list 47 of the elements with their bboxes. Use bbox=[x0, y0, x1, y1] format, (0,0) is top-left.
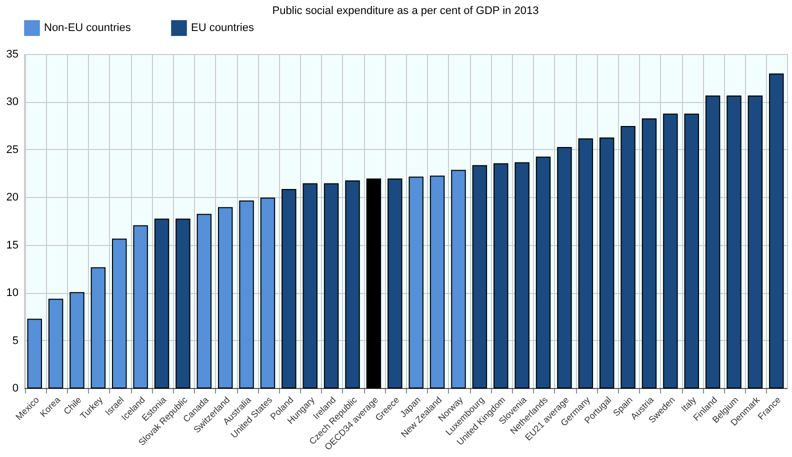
bar bbox=[112, 238, 127, 388]
bar bbox=[260, 198, 276, 388]
bar bbox=[282, 189, 296, 388]
bar bbox=[494, 163, 508, 388]
bar bbox=[90, 267, 106, 388]
bar bbox=[578, 138, 594, 388]
y-tick-label: 5 bbox=[12, 334, 18, 347]
bar bbox=[366, 178, 382, 388]
bar bbox=[196, 214, 212, 388]
bar bbox=[769, 74, 784, 388]
bar bbox=[176, 218, 190, 388]
chart-title: Public social expenditure as a per cent of GDP in 2013 bbox=[272, 5, 539, 17]
bar bbox=[345, 180, 360, 388]
bar bbox=[48, 298, 64, 388]
y-tick-label: 0 bbox=[12, 382, 18, 394]
bar bbox=[302, 183, 318, 388]
bar bbox=[133, 225, 148, 388]
bar bbox=[726, 95, 742, 388]
bar bbox=[408, 176, 424, 388]
bar bbox=[388, 178, 402, 388]
bar bbox=[748, 95, 763, 388]
legend-label: Non-EU countries bbox=[44, 22, 132, 34]
bar bbox=[324, 183, 339, 388]
bar bbox=[642, 118, 657, 388]
y-tick-label: 25 bbox=[6, 144, 18, 156]
y-tick-label: 30 bbox=[6, 96, 18, 108]
bar bbox=[620, 126, 636, 388]
bar bbox=[239, 200, 254, 388]
y-tick-label: 15 bbox=[6, 239, 18, 252]
bar bbox=[430, 176, 445, 388]
legend-label: EU countries bbox=[191, 22, 254, 34]
y-tick-label: 20 bbox=[6, 192, 18, 204]
bar bbox=[536, 156, 551, 388]
bar bbox=[27, 318, 42, 388]
y-tick-label: 10 bbox=[6, 287, 18, 300]
bar bbox=[154, 218, 170, 388]
bar bbox=[70, 292, 84, 388]
bar bbox=[663, 114, 678, 388]
bar bbox=[451, 170, 466, 388]
bar bbox=[557, 147, 572, 388]
bar bbox=[684, 114, 699, 388]
y-tick-label: 35 bbox=[6, 48, 18, 60]
bar bbox=[472, 165, 488, 388]
bar bbox=[599, 137, 614, 388]
bar bbox=[705, 95, 720, 388]
bar bbox=[514, 162, 530, 388]
bar bbox=[218, 207, 233, 388]
